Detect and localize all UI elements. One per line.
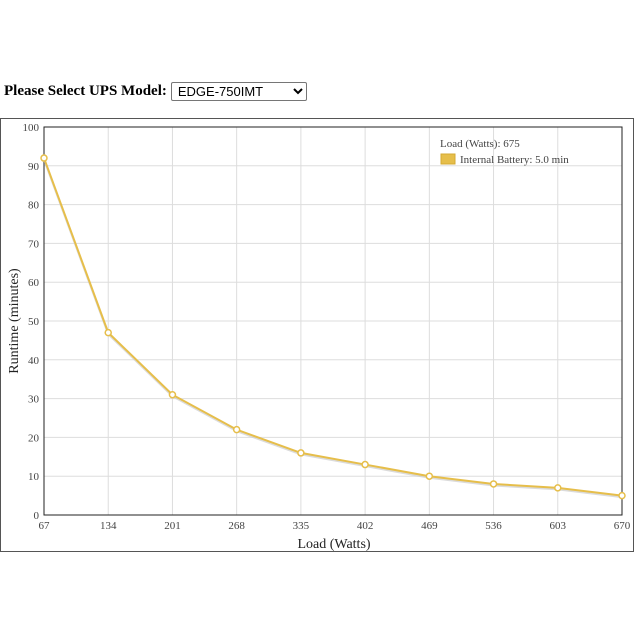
x-tick-label: 469 [421,520,438,532]
x-tick-label: 134 [100,520,117,532]
runtime-chart-frame: 67 134 201 268 335 402 469 536 603 670 0 10 20 30 40 5… [0,118,634,552]
ups-model-label: Please Select UPS Model: [4,83,167,99]
x-tick-label: 402 [357,520,374,532]
legend-swatch [440,153,456,165]
y-tick-label: 90 [28,161,40,173]
x-tick-label: 603 [550,520,567,532]
data-point[interactable] [40,154,48,162]
y-tick-label: 20 [28,432,40,444]
y-tick-label: 60 [28,277,40,289]
y-tick-label: 40 [28,355,40,367]
x-axis-title: Load (Watts) [297,537,370,551]
tooltip-title: Load (Watts): 675 [440,138,520,150]
x-tick-label: 670 [614,520,631,532]
series-layer [40,154,626,500]
x-tick-label: 201 [164,520,181,532]
data-point[interactable] [168,390,177,399]
runtime-chart[interactable]: 67 134 201 268 335 402 469 536 603 670 0 10 20 30 40 5… [1,119,633,552]
data-point[interactable] [104,328,112,337]
y-tick-label: 0 [34,510,40,522]
data-point[interactable] [554,484,562,492]
x-tick-labels: 67 134 201 268 335 402 469 536 603 670 [39,520,631,532]
y-tick-labels: 0 10 20 30 40 50 60 70 80 90 100 [23,122,40,522]
y-tick-label: 100 [23,122,40,134]
y-tick-label: 30 [28,394,40,406]
data-point[interactable] [489,480,498,488]
chart-grid [43,126,623,516]
ups-model-selector: Please Select UPS Model: EDGE-750IMT [4,82,307,101]
x-tick-label: 268 [228,520,245,532]
data-point[interactable] [618,491,626,500]
y-axis-title: Runtime (minutes) [7,268,22,374]
tooltip-entry: Internal Battery: 5.0 min [460,154,569,166]
series-line-internal-battery [43,157,623,497]
y-tick-label: 70 [28,238,40,250]
y-tick-label: 80 [28,200,40,212]
x-tick-label: 335 [293,520,310,532]
plot-area-border [43,126,623,516]
data-point[interactable] [232,425,241,434]
ups-model-select[interactable]: EDGE-750IMT [170,82,307,101]
x-tick-label: 67 [39,520,51,532]
data-point[interactable] [361,460,369,469]
x-tick-label: 536 [485,520,502,532]
y-tick-label: 50 [28,316,40,328]
tooltip-legend: Load (Watts): 675 Internal Battery: 5.0 … [440,138,569,166]
series-line-shadow [43,159,623,499]
data-point[interactable] [425,472,434,480]
y-tick-label: 10 [28,471,40,483]
data-point[interactable] [297,449,305,457]
